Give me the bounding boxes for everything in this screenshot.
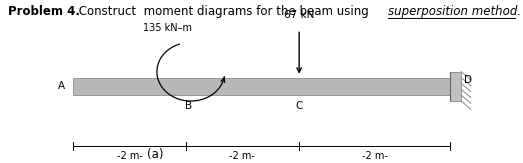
Text: 135 kN–m: 135 kN–m (143, 23, 192, 33)
Bar (450, 72, 461, 101)
Text: Construct  moment diagrams for the beam using: Construct moment diagrams for the beam u… (75, 5, 372, 18)
Text: C: C (295, 101, 303, 111)
Text: -2 m-: -2 m- (230, 151, 255, 161)
Text: superposition method.: superposition method. (388, 5, 521, 18)
Bar (73, 78, 450, 95)
Text: B: B (185, 101, 192, 111)
Text: -2 m-: -2 m- (361, 151, 388, 161)
Text: (a): (a) (147, 148, 164, 161)
Text: -2 m-: -2 m- (117, 151, 142, 161)
Text: D: D (464, 75, 472, 85)
Text: A: A (58, 81, 65, 91)
Text: Problem 4.: Problem 4. (8, 5, 80, 18)
Text: 67 kN: 67 kN (284, 10, 314, 20)
